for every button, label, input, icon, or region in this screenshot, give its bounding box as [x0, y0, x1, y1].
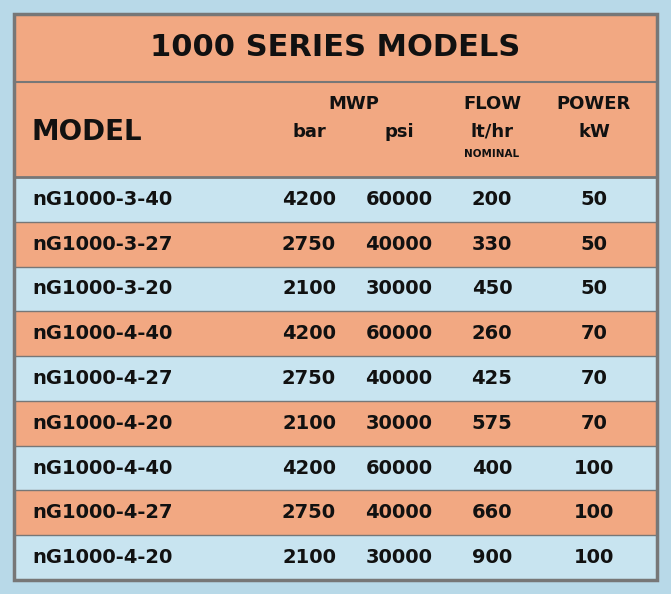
Text: nG1000-4-27: nG1000-4-27 [32, 503, 172, 522]
Text: 2100: 2100 [282, 548, 336, 567]
Text: MWP: MWP [329, 95, 379, 113]
Text: 60000: 60000 [366, 324, 433, 343]
Text: 30000: 30000 [366, 548, 433, 567]
Text: 330: 330 [472, 235, 512, 254]
Bar [14, 177, 657, 222]
Text: nG1000-3-27: nG1000-3-27 [32, 235, 172, 254]
Text: nG1000-3-20: nG1000-3-20 [32, 279, 172, 298]
Text: psi: psi [384, 123, 414, 141]
Text: 60000: 60000 [366, 459, 433, 478]
Text: 575: 575 [472, 414, 513, 433]
Text: 200: 200 [472, 190, 512, 209]
Text: MODEL: MODEL [32, 118, 143, 146]
Text: 2750: 2750 [282, 503, 336, 522]
Text: 4200: 4200 [282, 324, 336, 343]
Text: 2100: 2100 [282, 279, 336, 298]
Bar [14, 311, 657, 356]
Text: 70: 70 [580, 414, 607, 433]
Text: 425: 425 [472, 369, 513, 388]
Text: 40000: 40000 [366, 503, 433, 522]
Text: 1000 SERIES MODELS: 1000 SERIES MODELS [150, 33, 521, 62]
Text: 70: 70 [580, 324, 607, 343]
Text: 4200: 4200 [282, 459, 336, 478]
Text: 100: 100 [574, 548, 614, 567]
Text: 30000: 30000 [366, 414, 433, 433]
Text: lt/hr: lt/hr [470, 123, 513, 141]
Text: bar: bar [292, 123, 326, 141]
Text: nG1000-4-20: nG1000-4-20 [32, 414, 172, 433]
Text: FLOW: FLOW [463, 95, 521, 113]
Text: nG1000-4-27: nG1000-4-27 [32, 369, 172, 388]
Text: POWER: POWER [557, 95, 631, 113]
Text: 70: 70 [580, 369, 607, 388]
Bar [14, 267, 657, 311]
Text: 4200: 4200 [282, 190, 336, 209]
Bar [14, 535, 657, 580]
Text: 100: 100 [574, 503, 614, 522]
Text: 400: 400 [472, 459, 512, 478]
Text: 2750: 2750 [282, 369, 336, 388]
Text: nG1000-4-40: nG1000-4-40 [32, 324, 172, 343]
Text: 40000: 40000 [366, 235, 433, 254]
Bar [14, 401, 657, 446]
Text: 2100: 2100 [282, 414, 336, 433]
Bar [14, 446, 657, 491]
Text: 40000: 40000 [366, 369, 433, 388]
Text: 30000: 30000 [366, 279, 433, 298]
Text: 260: 260 [472, 324, 513, 343]
Text: 100: 100 [574, 459, 614, 478]
Text: 50: 50 [580, 279, 607, 298]
Text: 660: 660 [472, 503, 513, 522]
Text: nG1000-4-40: nG1000-4-40 [32, 459, 172, 478]
Text: 50: 50 [580, 235, 607, 254]
Text: 450: 450 [472, 279, 513, 298]
Text: kW: kW [578, 123, 610, 141]
Bar [14, 222, 657, 267]
Text: 900: 900 [472, 548, 512, 567]
Text: NOMINAL: NOMINAL [464, 149, 519, 159]
Bar [14, 491, 657, 535]
Text: nG1000-4-20: nG1000-4-20 [32, 548, 172, 567]
Text: nG1000-3-40: nG1000-3-40 [32, 190, 172, 209]
Text: 2750: 2750 [282, 235, 336, 254]
Bar [14, 356, 657, 401]
Text: 60000: 60000 [366, 190, 433, 209]
Text: 50: 50 [580, 190, 607, 209]
